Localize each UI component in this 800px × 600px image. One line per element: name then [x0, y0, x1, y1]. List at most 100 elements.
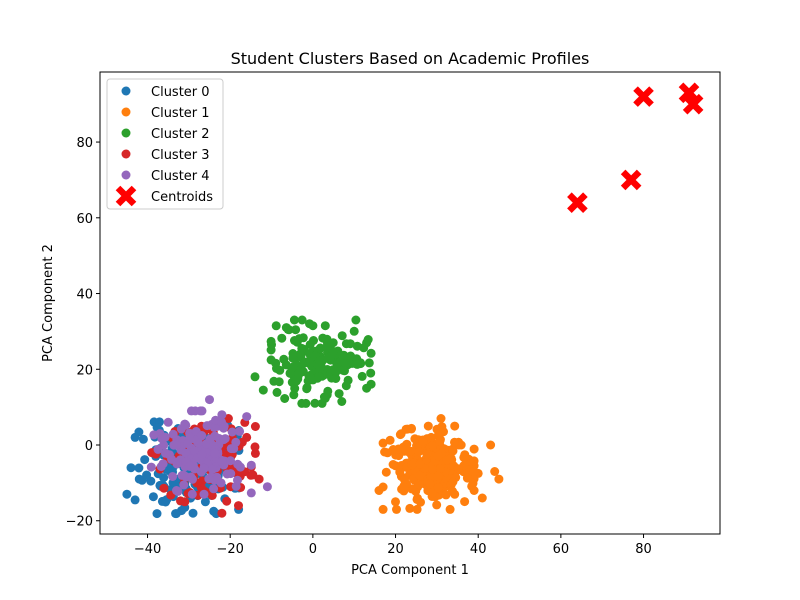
- data-point: [134, 427, 144, 437]
- x-tick-label: −20: [216, 542, 243, 557]
- series-4: [146, 395, 272, 499]
- data-point: [435, 436, 445, 446]
- data-point: [436, 414, 446, 423]
- data-point: [306, 360, 316, 370]
- legend-label: Cluster 2: [151, 127, 210, 142]
- data-point: [176, 424, 186, 434]
- x-axis-label: PCA Component 1: [351, 563, 469, 578]
- data-point: [130, 495, 140, 505]
- data-point: [427, 488, 437, 498]
- data-point: [190, 406, 200, 416]
- data-point: [364, 358, 374, 368]
- data-point: [205, 395, 214, 405]
- data-point: [401, 445, 411, 455]
- data-point: [294, 334, 304, 344]
- data-point: [223, 414, 233, 423]
- data-point: [313, 372, 323, 382]
- data-point: [341, 339, 351, 349]
- data-point: [366, 368, 376, 378]
- data-point: [428, 441, 438, 451]
- data-point: [250, 448, 260, 458]
- data-point: [418, 436, 428, 446]
- data-point: [266, 336, 276, 346]
- data-point: [163, 417, 173, 427]
- data-point: [190, 446, 200, 456]
- data-point: [168, 472, 178, 481]
- data-point: [427, 464, 437, 474]
- data-point: [207, 464, 217, 474]
- data-point: [437, 422, 447, 432]
- data-point: [171, 509, 181, 519]
- data-point: [222, 496, 232, 506]
- data-point: [242, 412, 252, 422]
- data-point: [432, 500, 442, 510]
- data-point: [248, 470, 258, 480]
- data-point: [279, 354, 289, 364]
- series-2: [250, 315, 376, 408]
- data-point: [338, 365, 348, 375]
- chart-title: Student Clusters Based on Academic Profi…: [231, 49, 590, 68]
- y-tick-label: −20: [66, 515, 93, 530]
- centroid-marker: [567, 192, 588, 213]
- data-point: [179, 470, 188, 480]
- data-point: [250, 422, 260, 431]
- legend-marker: [115, 185, 137, 207]
- x-tick-label: −40: [134, 542, 161, 557]
- data-point: [210, 448, 220, 458]
- data-point: [395, 430, 405, 440]
- data-point: [363, 335, 373, 344]
- data-point: [185, 461, 195, 471]
- y-tick-label: 60: [76, 212, 93, 227]
- data-point: [435, 464, 445, 474]
- data-point: [138, 434, 148, 444]
- data-point: [320, 321, 330, 331]
- data-point: [415, 459, 425, 469]
- data-point: [378, 438, 388, 448]
- data-point: [383, 448, 392, 458]
- data-point: [168, 429, 178, 439]
- data-point: [161, 448, 170, 458]
- data-point: [274, 377, 284, 387]
- data-point: [209, 422, 219, 432]
- data-point: [448, 444, 458, 454]
- data-point: [414, 447, 424, 457]
- data-point: [289, 390, 299, 400]
- data-point: [319, 392, 329, 402]
- data-point: [266, 345, 276, 355]
- x-tick-label: 60: [553, 542, 570, 557]
- data-point: [337, 331, 347, 341]
- data-point: [219, 435, 229, 445]
- data-point: [422, 449, 432, 459]
- data-point: [160, 432, 170, 442]
- data-point: [325, 352, 335, 362]
- data-point: [469, 467, 479, 477]
- data-point: [469, 486, 479, 495]
- y-axis-ticks: −20 0 20 40 60 80: [66, 136, 100, 530]
- data-point: [140, 455, 150, 465]
- data-point: [233, 475, 242, 485]
- data-point: [258, 385, 268, 395]
- legend-label: Cluster 4: [151, 169, 210, 184]
- data-point: [199, 463, 209, 473]
- data-point: [433, 471, 443, 481]
- data-point: [378, 482, 388, 492]
- legend-marker: [121, 170, 131, 180]
- data-point: [441, 490, 451, 500]
- data-point: [469, 456, 479, 466]
- data-point: [462, 473, 472, 483]
- data-point: [153, 444, 163, 454]
- data-point: [167, 454, 177, 464]
- x-tick-label: 40: [470, 542, 487, 557]
- data-point: [477, 493, 487, 503]
- y-tick-label: 0: [85, 439, 93, 454]
- data-point: [413, 493, 422, 503]
- legend-label: Cluster 3: [151, 148, 210, 163]
- data-point: [490, 467, 500, 476]
- data-point: [425, 479, 435, 489]
- data-point: [385, 435, 395, 445]
- data-point: [173, 486, 183, 496]
- data-point: [339, 350, 349, 360]
- x-axis-ticks: −40 −20 0 20 40 60 80: [134, 534, 652, 557]
- data-point: [229, 444, 239, 454]
- data-point: [357, 371, 367, 381]
